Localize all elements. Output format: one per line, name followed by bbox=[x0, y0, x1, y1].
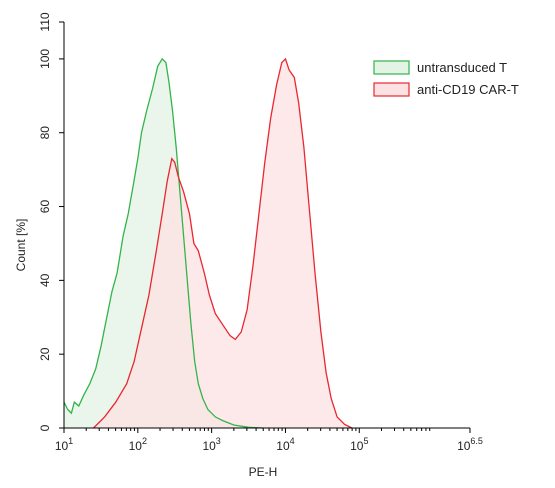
legend-swatch-1 bbox=[373, 82, 410, 97]
x-axis-label: PE-H bbox=[249, 465, 278, 479]
y-axis-label: Count [%] bbox=[14, 219, 28, 272]
y-tick-label-0: 0 bbox=[38, 424, 52, 431]
series-fill-1 bbox=[93, 58, 352, 429]
x-tick-label-0: 101 bbox=[55, 436, 73, 453]
x-tick-label-3: 104 bbox=[276, 436, 294, 453]
axes-layer: 101 102 103 104 105 106.5 0 20 40 60 80 100 110 bbox=[38, 12, 483, 453]
series-line-1 bbox=[93, 57, 353, 429]
x-tick-label-4: 105 bbox=[350, 436, 368, 453]
y-tick-label-4: 80 bbox=[38, 126, 52, 140]
legend: untransduced T anti-CD19 CAR-T bbox=[373, 60, 519, 97]
y-tick-label-1: 20 bbox=[38, 347, 52, 361]
y-tick-label-6: 110 bbox=[38, 12, 52, 31]
legend-swatch-0 bbox=[373, 60, 410, 75]
series-line-0 bbox=[63, 57, 264, 429]
x-tick-label-1: 102 bbox=[129, 436, 147, 453]
y-tick-label-2: 40 bbox=[38, 273, 52, 287]
legend-label-0: untransduced T bbox=[417, 60, 507, 75]
legend-label-1: anti-CD19 CAR-T bbox=[417, 82, 519, 97]
x-tick-label-5: 106.5 bbox=[457, 436, 483, 453]
y-tick-label-5: 100 bbox=[38, 49, 52, 69]
x-tick-label-2: 103 bbox=[202, 436, 220, 453]
series-layer bbox=[63, 57, 353, 429]
y-tick-label-3: 60 bbox=[38, 200, 52, 214]
